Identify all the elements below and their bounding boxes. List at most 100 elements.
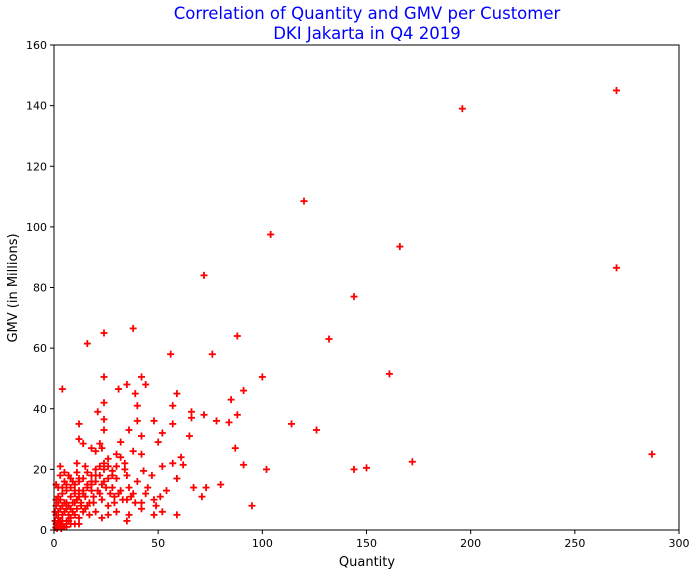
data-point bbox=[288, 420, 295, 428]
data-point bbox=[77, 502, 85, 510]
data-point bbox=[217, 481, 225, 489]
data-point bbox=[104, 462, 112, 470]
data-point bbox=[100, 329, 108, 337]
data-point bbox=[63, 487, 70, 495]
data-point bbox=[185, 432, 193, 440]
data-point bbox=[63, 481, 70, 489]
data-point bbox=[350, 465, 358, 473]
data-point bbox=[396, 243, 404, 251]
data-point bbox=[83, 468, 91, 476]
data-point bbox=[94, 487, 102, 495]
data-point bbox=[51, 517, 59, 525]
data-point bbox=[150, 417, 158, 425]
data-point bbox=[119, 496, 127, 504]
data-point bbox=[177, 453, 185, 461]
data-point bbox=[73, 468, 81, 476]
data-point bbox=[125, 426, 133, 434]
plot-area bbox=[51, 86, 656, 532]
data-point bbox=[79, 474, 87, 482]
x-tick-label: 300 bbox=[669, 537, 690, 550]
data-point bbox=[131, 390, 139, 398]
data-point bbox=[81, 505, 89, 513]
data-point bbox=[92, 447, 100, 455]
data-point bbox=[75, 420, 83, 428]
data-point bbox=[100, 426, 108, 434]
data-point bbox=[313, 426, 320, 434]
data-point bbox=[169, 420, 177, 428]
data-point bbox=[94, 408, 102, 416]
data-point bbox=[121, 459, 129, 467]
data-point bbox=[113, 450, 120, 458]
data-point bbox=[88, 444, 95, 452]
data-point bbox=[92, 465, 100, 473]
data-point bbox=[110, 499, 118, 507]
data-point bbox=[198, 493, 206, 501]
data-point bbox=[58, 490, 66, 498]
data-point bbox=[63, 523, 70, 531]
y-tick-label: 120 bbox=[26, 160, 47, 173]
y-tick-label: 80 bbox=[33, 282, 47, 295]
data-point bbox=[385, 370, 393, 378]
data-point bbox=[75, 493, 83, 501]
data-point bbox=[51, 508, 59, 516]
data-point bbox=[258, 373, 266, 381]
data-point bbox=[648, 450, 656, 458]
data-point bbox=[79, 490, 87, 498]
data-point bbox=[115, 490, 123, 498]
data-point bbox=[85, 511, 93, 519]
data-point bbox=[148, 471, 156, 479]
data-point bbox=[158, 429, 166, 437]
data-point bbox=[104, 455, 112, 463]
data-point bbox=[98, 496, 106, 504]
data-point bbox=[138, 499, 145, 507]
data-point bbox=[63, 499, 70, 507]
data-point bbox=[156, 493, 164, 501]
data-point bbox=[138, 505, 145, 513]
data-point bbox=[123, 471, 131, 479]
data-point bbox=[75, 520, 83, 528]
data-point bbox=[96, 462, 104, 470]
y-tick-label: 40 bbox=[33, 403, 47, 416]
data-point bbox=[240, 387, 248, 395]
data-point bbox=[92, 478, 100, 485]
data-point bbox=[104, 474, 112, 482]
data-point bbox=[129, 324, 137, 332]
data-point bbox=[163, 487, 170, 495]
data-point bbox=[56, 471, 64, 479]
data-point bbox=[100, 459, 108, 467]
data-point bbox=[98, 481, 106, 489]
data-point bbox=[125, 511, 133, 519]
data-point bbox=[138, 432, 145, 440]
data-point bbox=[110, 493, 118, 501]
plot-frame bbox=[53, 44, 680, 531]
chart-subtitle: DKI Jakarta in Q4 2019 bbox=[273, 24, 461, 43]
data-point bbox=[117, 438, 125, 446]
data-point bbox=[100, 465, 108, 473]
data-point bbox=[71, 499, 79, 507]
data-point bbox=[98, 514, 106, 522]
data-point bbox=[200, 411, 208, 419]
data-point bbox=[75, 514, 83, 522]
data-point bbox=[173, 390, 181, 398]
data-point bbox=[213, 417, 220, 425]
data-point bbox=[65, 471, 73, 479]
data-point bbox=[75, 478, 83, 485]
data-point bbox=[65, 511, 73, 519]
data-point bbox=[121, 465, 129, 473]
data-point bbox=[231, 444, 239, 452]
y-tick-label: 160 bbox=[26, 39, 47, 52]
data-point bbox=[85, 499, 93, 507]
data-point bbox=[167, 350, 175, 358]
data-point bbox=[67, 505, 75, 513]
data-point bbox=[144, 484, 152, 492]
data-point bbox=[113, 508, 120, 516]
data-point bbox=[73, 505, 81, 513]
data-point bbox=[73, 459, 81, 467]
data-point bbox=[133, 402, 141, 410]
data-point bbox=[88, 487, 95, 495]
data-point bbox=[138, 450, 145, 458]
data-point bbox=[169, 459, 177, 467]
data-point bbox=[113, 462, 120, 470]
